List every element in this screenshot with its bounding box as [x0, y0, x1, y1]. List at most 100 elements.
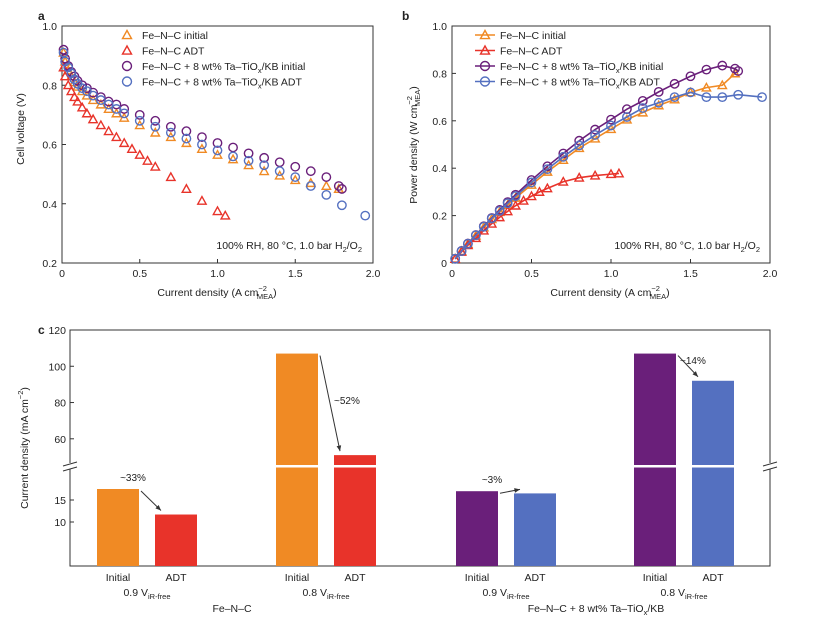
data-point: [757, 92, 767, 103]
data-point: [149, 127, 161, 137]
panel-c-bars: [97, 353, 735, 566]
data-point: [88, 90, 99, 101]
data-point: [290, 161, 301, 172]
data-point: [212, 205, 223, 216]
data-point: [450, 253, 461, 264]
panel-a-legend: Fe–N–C initial Fe–N–C ADT Fe–N–C + 8 wt% T…: [121, 29, 305, 91]
data-point: [574, 140, 585, 151]
data-point: [669, 78, 680, 89]
legend-marker: [121, 44, 133, 55]
data-point: [197, 132, 207, 142]
data-point: [259, 160, 270, 171]
bar: [514, 493, 556, 566]
panel-a-ticks: 0 0.5 1.0 1.5 2.0 0.2 0.4 0.6 0.8 1.0: [42, 21, 380, 280]
data-point: [621, 113, 633, 124]
data-point: [259, 152, 270, 163]
data-point: [219, 209, 231, 220]
legend-entry: Fe–N–C initial: [475, 29, 566, 42]
y-tick-label: 15: [54, 495, 66, 507]
y-tick-label: 0.6: [42, 140, 57, 152]
bar-label: Initial: [465, 572, 490, 584]
legend-label: Fe–N–C + 8 wt% Ta–TiOx/KB ADT: [500, 77, 660, 91]
bar: [97, 489, 139, 566]
data-point: [274, 157, 285, 168]
x-tick-label: 2.0: [763, 268, 778, 280]
panel-a-conditions: 100% RH, 80 °C, 1.0 bar H2/O2: [216, 240, 362, 254]
panel-a-label: a: [38, 9, 45, 23]
data-point: [69, 91, 80, 102]
data-point: [69, 76, 80, 87]
legend-entry: Fe–N–C ADT: [121, 44, 205, 58]
legend-marker: [479, 29, 491, 40]
legend-entry: Fe–N–C + 8 wt% Ta–TiOx/KB ADT: [475, 76, 660, 91]
x-tick-label: 1.5: [683, 268, 698, 280]
y-tick-label: 0.4: [432, 163, 447, 175]
bar-label: ADT: [166, 572, 188, 584]
data-point: [72, 81, 83, 91]
legend-label: Fe–N–C ADT: [142, 46, 205, 58]
data-point: [685, 87, 696, 98]
data-point: [733, 89, 744, 100]
percent-change-label: ~14%: [680, 356, 706, 367]
y-tick-label: 0.6: [432, 116, 447, 128]
change-arrow: [319, 355, 341, 452]
data-point: [573, 172, 585, 182]
data-point: [542, 182, 553, 193]
data-point: [701, 92, 712, 103]
data-point: [212, 145, 223, 156]
panel-a-xlabel: Current density (A cm−2 MEA): [157, 284, 276, 301]
data-point: [613, 167, 625, 178]
voltage-label: 0.8 ViR-free: [660, 587, 707, 601]
data-point: [669, 93, 680, 104]
y-tick-label: 0.8: [432, 68, 447, 80]
data-point: [456, 246, 467, 257]
data-point: [258, 165, 270, 176]
data-point: [126, 143, 138, 154]
legend-label: Fe–N–C initial: [142, 30, 208, 42]
y-tick-label: 1.0: [42, 21, 57, 33]
axis-break-right: [762, 461, 778, 472]
x-tick-label: 2.0: [366, 268, 381, 280]
data-point: [321, 172, 332, 182]
panel-c: c 60 80 100 120 10 15 ~33% ~52% ~3% ~14% Current…: [16, 323, 778, 617]
y-tick-label: 80: [54, 398, 66, 410]
bar: [155, 514, 197, 566]
data-point: [558, 151, 569, 162]
data-point: [606, 120, 616, 131]
data-point: [181, 183, 192, 193]
data-point: [478, 221, 489, 232]
data-point: [685, 86, 696, 97]
data-point: [716, 79, 728, 90]
data-point: [502, 205, 514, 216]
x-tick-label: 0: [59, 268, 65, 280]
legend-entry: Fe–N–C + 8 wt% Ta–TiOx/KB ADT: [121, 76, 302, 91]
data-point: [557, 176, 569, 186]
data-point: [76, 101, 88, 112]
y-tick-label: 0.2: [42, 258, 57, 270]
data-point: [181, 126, 192, 137]
x-tick-label: 1.0: [604, 268, 619, 280]
data-point: [111, 131, 122, 142]
data-point: [72, 95, 83, 106]
percent-change-label: ~52%: [334, 396, 360, 407]
bar-label: Initial: [106, 572, 131, 584]
data-point: [290, 172, 301, 182]
y-tick-label: 10: [54, 517, 66, 529]
bar: [692, 380, 734, 566]
axis-break-left: [62, 461, 78, 472]
data-point: [243, 148, 254, 159]
y-tick-label: 120: [48, 325, 66, 337]
series-line: [454, 172, 620, 260]
data-point: [701, 81, 712, 92]
bar-label: ADT: [345, 572, 367, 584]
panel-b-ticks: 0 0.5 1.0 1.5 2.0 0 0.2 0.4 0.6 0.8 1.0: [432, 21, 777, 280]
data-point: [227, 153, 239, 164]
data-point: [95, 119, 107, 130]
data-point: [653, 97, 664, 108]
data-point: [60, 56, 71, 67]
data-point: [62, 79, 74, 90]
data-point: [717, 92, 728, 103]
bar-break-gap: [691, 465, 735, 468]
legend-label: Fe–N–C ADT: [500, 46, 563, 58]
data-point: [305, 181, 316, 191]
